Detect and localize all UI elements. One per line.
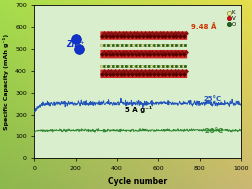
FancyBboxPatch shape	[100, 31, 187, 40]
Legend: K, V, O: K, V, O	[226, 8, 238, 29]
FancyBboxPatch shape	[100, 70, 187, 78]
Text: 9.48 Å: 9.48 Å	[191, 24, 217, 30]
Text: 25°C: 25°C	[204, 96, 222, 102]
Text: Zn²⁺: Zn²⁺	[67, 40, 85, 49]
FancyBboxPatch shape	[100, 50, 187, 58]
Text: -20°C: -20°C	[203, 128, 224, 134]
X-axis label: Cycle number: Cycle number	[108, 177, 167, 186]
Text: 5 A g⁻¹: 5 A g⁻¹	[125, 106, 152, 113]
Y-axis label: Specific Capacity (mAh g⁻¹): Specific Capacity (mAh g⁻¹)	[4, 34, 10, 130]
